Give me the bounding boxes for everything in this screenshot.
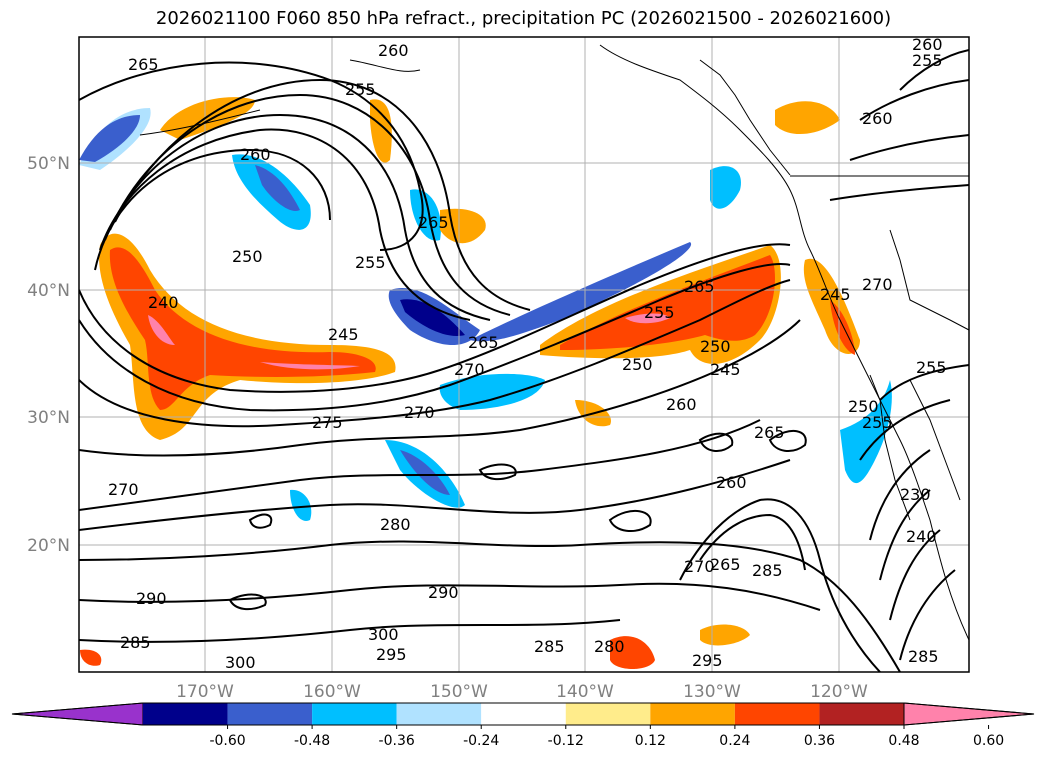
lat-label: 30°N (27, 408, 70, 428)
contour-label: 260 (716, 473, 747, 492)
colorbar-segment (903, 702, 1035, 726)
contour-label: 255 (862, 413, 893, 432)
contour-label: 290 (136, 589, 167, 608)
lon-label: 170°W (176, 682, 234, 702)
contour-label: 265 (710, 555, 741, 574)
contour-label: 280 (380, 515, 411, 534)
contour-label: 275 (312, 413, 343, 432)
contour-label: 240 (148, 293, 179, 312)
contour-label: 270 (454, 360, 485, 379)
colorbar-segment (11, 702, 144, 726)
contour-label: 260 (240, 145, 271, 164)
contour-label: 260 (666, 395, 697, 414)
colorbar-segment (481, 703, 566, 725)
lat-label: 20°N (27, 536, 70, 556)
contour-label: 250 (700, 337, 731, 356)
contour-label: 285 (752, 561, 783, 580)
lon-label: 130°W (683, 682, 741, 702)
lat-label: 40°N (27, 281, 70, 301)
colorbar-segment (227, 703, 313, 725)
colorbar-segment (819, 703, 904, 725)
contour-label: 260 (912, 35, 943, 54)
colorbar-tick-label: -0.12 (548, 733, 584, 749)
colorbar-segment (650, 703, 735, 725)
contour-label: 285 (534, 637, 565, 656)
contour-label: 265 (754, 423, 785, 442)
contour-label: 290 (428, 583, 459, 602)
lat-label: 50°N (27, 154, 70, 174)
contour-label: 245 (710, 360, 741, 379)
colorbar-segment (734, 703, 820, 725)
contour-label: 295 (692, 651, 723, 670)
contour-label: 265 (468, 333, 499, 352)
refractivity-contours (79, 49, 969, 672)
graticule (79, 37, 969, 672)
contour-label: 270 (404, 403, 435, 422)
colorbar-tick-label: 0.12 (635, 733, 666, 749)
contour-label: 250 (232, 247, 263, 266)
colorbar-segment (565, 703, 651, 725)
contour-label: 255 (912, 51, 943, 70)
colorbar-tick-label: -0.48 (294, 733, 330, 749)
lon-label: 160°W (303, 682, 361, 702)
colorbar-tick-label: 0.36 (804, 733, 835, 749)
contour-label: 270 (108, 480, 139, 499)
contour-label: 300 (225, 653, 256, 672)
colorbar-tick-label: -0.60 (209, 733, 245, 749)
map-frame (78, 36, 970, 673)
contour-label: 255 (644, 303, 675, 322)
contour-label: 265 (684, 277, 715, 296)
contour-label: 295 (376, 645, 407, 664)
contour-label: 255 (355, 253, 386, 272)
contour-label: 300 (368, 625, 399, 644)
lon-label: 120°W (810, 682, 868, 702)
lon-label: 150°W (430, 682, 488, 702)
contour-label: 230 (900, 485, 931, 504)
contour-label: 250 (848, 397, 879, 416)
colorbar-outline (11, 702, 1035, 726)
colorbar-segment (143, 703, 228, 725)
contour-label: 285 (120, 633, 151, 652)
colorbar-segment (396, 703, 482, 725)
colorbar-tick-label: 0.48 (888, 733, 919, 749)
colorbar-tick-label: -0.36 (379, 733, 415, 749)
precip-shading (79, 97, 892, 669)
colorbar-segment (312, 703, 397, 725)
latitude-labels: 50°N 40°N 30°N 20°N (27, 154, 70, 556)
contour-label: 265 (128, 55, 159, 74)
contour-label: 255 (916, 358, 947, 377)
contour-label: 260 (862, 109, 893, 128)
contour-label: 270 (862, 275, 893, 294)
chart-title: 2026021100 F060 850 hPa refract., precip… (155, 8, 892, 29)
colorbar-tick-label: -0.24 (463, 733, 499, 749)
contour-label: 285 (908, 647, 939, 666)
contour-labels: 265 260 255 260 255 260 260 265 255 250 … (108, 35, 947, 672)
contour-label: 255 (345, 80, 376, 99)
contour-label: 270 (684, 557, 715, 576)
contour-label: 265 (418, 213, 449, 232)
contour-label: 240 (906, 527, 937, 546)
contour-label: 260 (378, 41, 409, 60)
contour-label: 245 (328, 325, 359, 344)
colorbar-tick-label: 0.24 (719, 733, 750, 749)
lon-label: 140°W (556, 682, 614, 702)
contour-label: 250 (622, 355, 653, 374)
colorbar: -0.60 -0.48 -0.36 -0.24 -0.12 0.12 0.24 0.36 0.4… (11, 702, 1035, 749)
colorbar-tick-label: 0.60 (973, 733, 1004, 749)
contour-label: 245 (820, 285, 851, 304)
contour-label: 280 (594, 637, 625, 656)
longitude-labels: 170°W 160°W 150°W 140°W 130°W 120°W (176, 682, 868, 702)
